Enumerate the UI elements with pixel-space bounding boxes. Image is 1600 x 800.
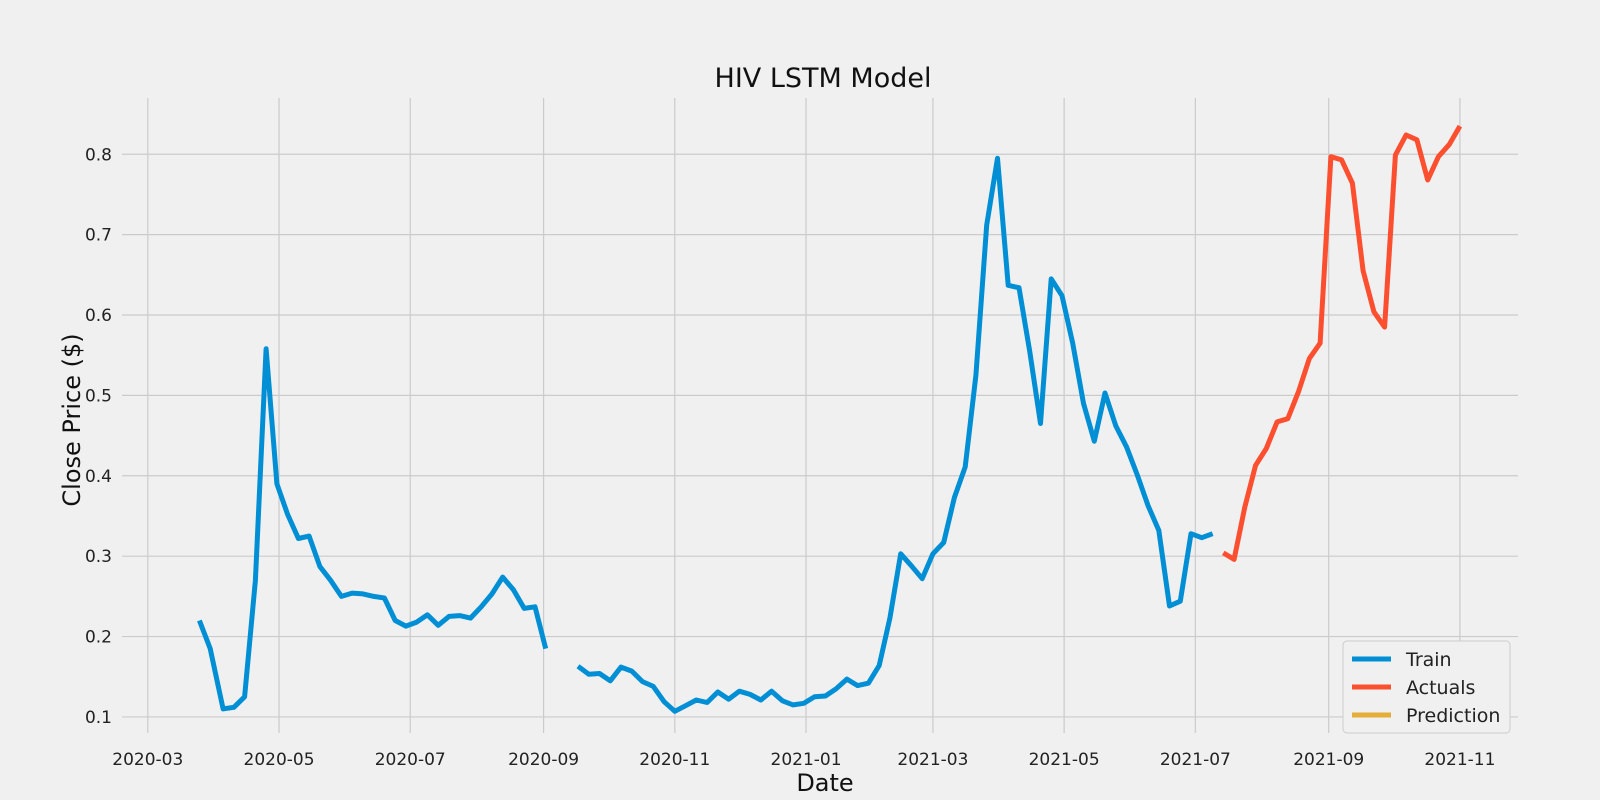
y-tick-label: 0.2 <box>85 628 112 648</box>
x-tick-label: 2020-09 <box>508 750 579 770</box>
x-tick-label: 2021-01 <box>771 750 842 770</box>
x-tick-label: 2020-03 <box>112 750 183 770</box>
y-tick-label: 0.5 <box>85 386 112 406</box>
legend-items: Train Actuals Prediction <box>1352 649 1500 727</box>
x-tick-label: 2020-05 <box>244 750 315 770</box>
y-tick-label: 0.6 <box>85 306 112 326</box>
legend-box <box>1342 640 1511 734</box>
legend-label-prediction: Prediction <box>1406 705 1500 727</box>
legend: Train Actuals Prediction <box>1342 640 1511 734</box>
x-tick-label: 2021-07 <box>1160 750 1231 770</box>
series-line-actuals <box>1222 124 1463 562</box>
y-axis-title: Close Price ($) <box>58 333 86 506</box>
x-axis-title: Date <box>796 769 853 797</box>
x-tick-label: 2021-11 <box>1424 750 1495 770</box>
y-tick-label: 0.8 <box>85 145 112 165</box>
x-tick-label: 2021-05 <box>1029 750 1100 770</box>
x-tick-label: 2021-09 <box>1293 750 1364 770</box>
legend-label-actuals: Actuals <box>1406 677 1475 699</box>
y-tick-label: 0.4 <box>85 467 112 487</box>
series-line-train <box>576 155 1214 714</box>
grid <box>122 98 1518 733</box>
x-tick-label: 2020-07 <box>375 750 446 770</box>
chart-title: HIV LSTM Model <box>715 63 932 94</box>
x-tick-label: 2021-03 <box>897 750 968 770</box>
x-tick-label: 2020-11 <box>639 750 710 770</box>
series-layer <box>197 124 1463 714</box>
series-line-train <box>197 346 549 712</box>
y-tick-label: 0.3 <box>85 547 112 567</box>
legend-label-train: Train <box>1405 649 1452 671</box>
tick-labels: 2020-03 2020-05 2020-07 2020-09 2020-11 2021-… <box>85 145 1495 770</box>
y-tick-label: 0.1 <box>85 708 112 728</box>
y-tick-label: 0.7 <box>85 226 112 246</box>
